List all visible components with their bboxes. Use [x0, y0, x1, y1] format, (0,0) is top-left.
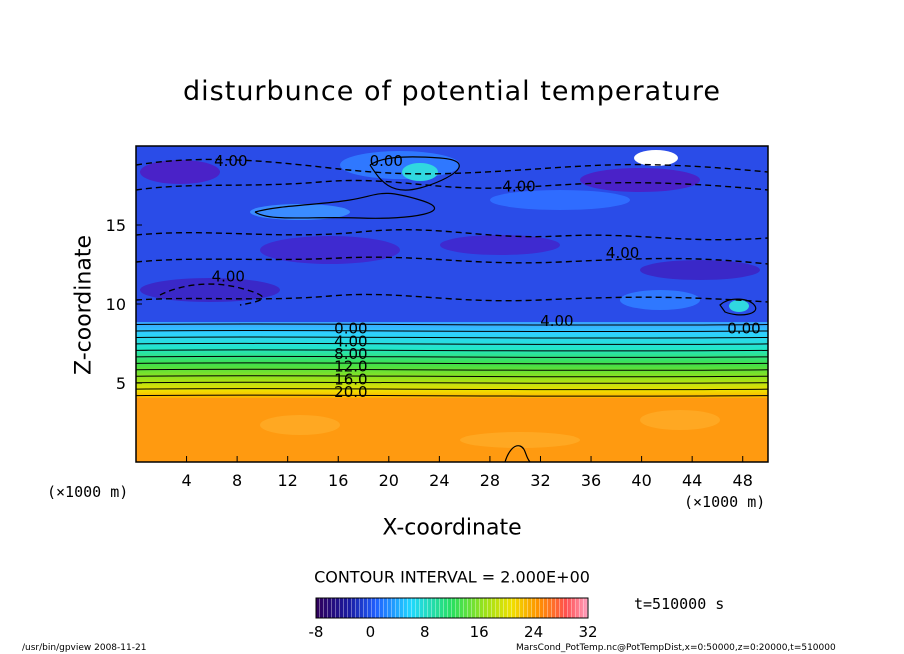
footer-command: /usr/bin/gpview 2008-11-21: [22, 643, 147, 653]
cyan-patch: [729, 300, 749, 312]
stratification-contour: [136, 342, 768, 346]
time-label: t=510000 s: [634, 595, 725, 613]
stratification-contour: [136, 329, 768, 333]
contour-label: 16.0: [334, 370, 367, 388]
colorbar-tick-label: 32: [578, 623, 597, 641]
contour-label: 8.00: [334, 345, 367, 363]
contour-label: 12.0: [334, 358, 367, 376]
purple-patch: [140, 160, 220, 184]
x-tick-label: 20: [379, 471, 399, 490]
x-tick-label: 44: [682, 471, 702, 490]
colorbar-tick-label: 8: [420, 623, 430, 641]
x-unit-right: (×1000 m): [684, 493, 766, 511]
contour-label: 20.0: [334, 383, 367, 401]
contour-label: 0.00: [334, 320, 367, 338]
cyan-patch: [402, 163, 438, 181]
y-tick-label: 5: [116, 374, 126, 393]
contour-label: 0.00: [370, 152, 403, 170]
colorbar: [316, 598, 588, 618]
contour-interval: CONTOUR INTERVAL = 2.000E+00: [314, 567, 590, 587]
stratification-contour: [136, 362, 768, 365]
contour-label: 4.00: [212, 268, 245, 286]
x-unit-left: (×1000 m): [47, 483, 129, 501]
contour-label: 4.00: [540, 312, 573, 330]
stratified-layer: [136, 322, 768, 398]
footer-source: MarsCond_PotTemp.nc@PotTempDist,x=0:5000…: [516, 643, 836, 653]
stratification-contour: [136, 323, 768, 326]
x-tick-label: 40: [631, 471, 651, 490]
stratification-contour: [136, 375, 768, 378]
chart-title: disturbunce of potential temperature: [183, 76, 721, 107]
stratification-contour: [136, 394, 768, 397]
y-axis-label: Z-coordinate: [71, 235, 97, 375]
y-tick-label: 15: [106, 216, 126, 235]
stratification-contour: [136, 355, 768, 358]
x-tick-label: 12: [278, 471, 298, 490]
x-tick-label: 36: [581, 471, 601, 490]
x-tick-label: 4: [181, 471, 191, 490]
plot-frame: [135, 145, 769, 463]
purple-patch: [640, 260, 760, 280]
surface-layer: [136, 398, 768, 462]
purple-patch: [140, 278, 280, 302]
colorbar-tick-label: 24: [524, 623, 543, 641]
colorbar-tick-label: 16: [470, 623, 489, 641]
contour-label: 4.00: [502, 178, 535, 196]
contour-label: 4.00: [606, 244, 639, 262]
purple-patch: [440, 235, 560, 255]
stratification-contour: [136, 336, 768, 339]
stratification-contour: [136, 388, 768, 391]
light-patch: [490, 190, 630, 210]
white-patch: [634, 150, 678, 166]
contour-label: 4.00: [334, 332, 367, 350]
x-tick-label: 16: [328, 471, 348, 490]
contour-label: 4.00: [214, 152, 247, 170]
light-patch: [340, 151, 460, 179]
y-tick-label: 10: [106, 295, 126, 314]
x-tick-label: 24: [429, 471, 449, 490]
colorbar-tick-label: 0: [366, 623, 376, 641]
colorbar-tick-label: -8: [309, 623, 324, 641]
stratification-contour: [136, 368, 768, 371]
upper-field: [136, 146, 768, 322]
light-patch: [620, 290, 700, 310]
stratification-contour: [136, 349, 768, 352]
light-patch: [250, 204, 350, 220]
contour-label: 0.00: [727, 320, 760, 338]
x-axis-label: X-coordinate: [382, 515, 522, 541]
x-tick-label: 8: [232, 471, 242, 490]
x-tick-label: 28: [480, 471, 500, 490]
x-tick-label: 32: [530, 471, 550, 490]
stratification-contour: [136, 381, 768, 384]
purple-patch: [260, 236, 400, 264]
purple-patch: [580, 168, 700, 192]
x-tick-label: 48: [733, 471, 753, 490]
